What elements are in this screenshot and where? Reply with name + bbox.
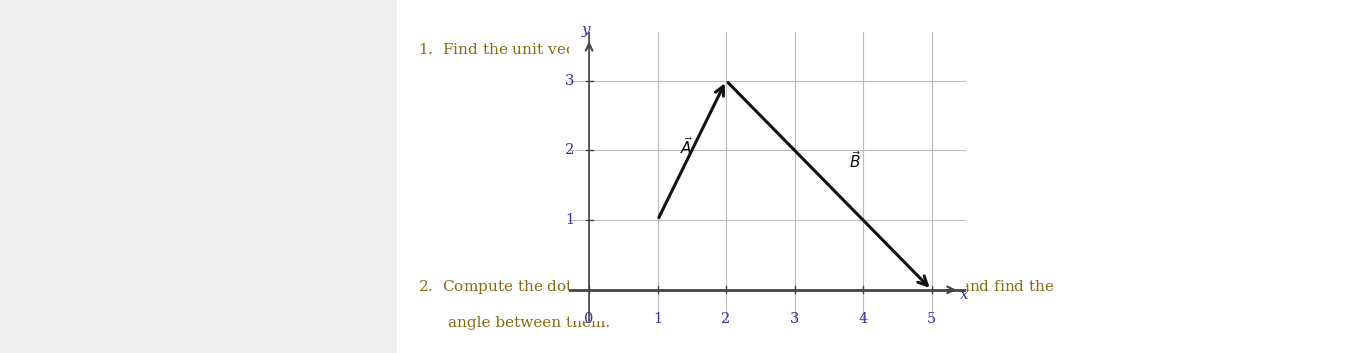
Text: 2: 2 bbox=[722, 312, 730, 326]
Text: 1: 1 bbox=[653, 312, 662, 326]
Text: 1.  Find the unit vector in the direction of the vector $\mathbf{v} = \vec{A} + : 1. Find the unit vector in the direction… bbox=[418, 37, 901, 58]
Text: angle between them.: angle between them. bbox=[448, 316, 610, 330]
Text: $\vec{B}$: $\vec{B}$ bbox=[848, 150, 862, 171]
Text: 2.  Compute the dot product of the vectors $\mathbf{u} = \langle 1, 4, 8 \rangle: 2. Compute the dot product of the vector… bbox=[418, 277, 1055, 296]
Text: 2: 2 bbox=[564, 143, 574, 157]
Text: 3: 3 bbox=[790, 312, 799, 326]
Text: 3: 3 bbox=[564, 73, 574, 88]
Text: 4: 4 bbox=[859, 312, 867, 326]
Text: 5: 5 bbox=[927, 312, 936, 326]
Text: y: y bbox=[581, 23, 590, 37]
Bar bbox=[397, 0, 1370, 353]
Bar bbox=[0, 0, 397, 353]
Text: $\vec{A}$: $\vec{A}$ bbox=[680, 136, 693, 157]
Text: x: x bbox=[960, 288, 969, 302]
Text: 1: 1 bbox=[564, 213, 574, 227]
Text: 0: 0 bbox=[585, 312, 593, 326]
